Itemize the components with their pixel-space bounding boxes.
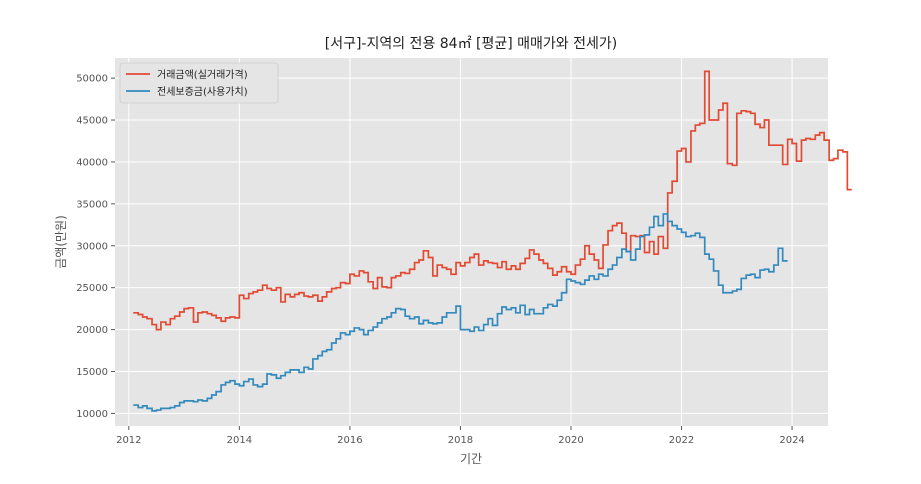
x-tick-label: 2020 [558,435,583,446]
legend-box [119,62,279,104]
y-tick-label: 50000 [76,74,108,85]
y-tick-label: 20000 [76,325,108,336]
y-tick-label: 10000 [76,409,108,420]
y-tick-label: 15000 [76,367,108,378]
y-tick-label: 25000 [76,283,108,294]
plot-area [115,58,828,426]
y-tick-label: 40000 [76,157,108,168]
series-line-2 [133,213,788,412]
chart-title: [서구]-지역의 전용 84㎡ [평균] 매매가와 전세가) [325,36,618,52]
x-tick-label: 2016 [337,435,362,446]
y-tick-label: 35000 [76,199,108,210]
x-axis-label: 기간 [460,452,482,466]
grid-layer [115,58,828,426]
series-layer [133,70,852,412]
y-tick-label: 30000 [76,241,108,252]
legend-label-series-2: 전세보증금(사용가치) [157,86,248,98]
y-axis-label: 금액(만원) [54,215,68,269]
series-line-1 [133,70,852,331]
x-tick-label: 2014 [227,435,252,446]
tick-layer: 2012 2014 2016 2018 2020 2022 2024 10000 15000 20… [76,74,805,446]
x-tick-label: 2022 [669,435,694,446]
legend-label-series-1: 거래금액(실거래가격) [157,68,248,81]
x-tick-label: 2018 [448,435,473,446]
legend: 거래금액(실거래가격) 전세보증금(사용가치) [119,62,279,104]
x-tick-label: 2012 [116,435,141,446]
x-tick-label: 2024 [779,435,804,446]
y-tick-label: 45000 [76,116,108,127]
